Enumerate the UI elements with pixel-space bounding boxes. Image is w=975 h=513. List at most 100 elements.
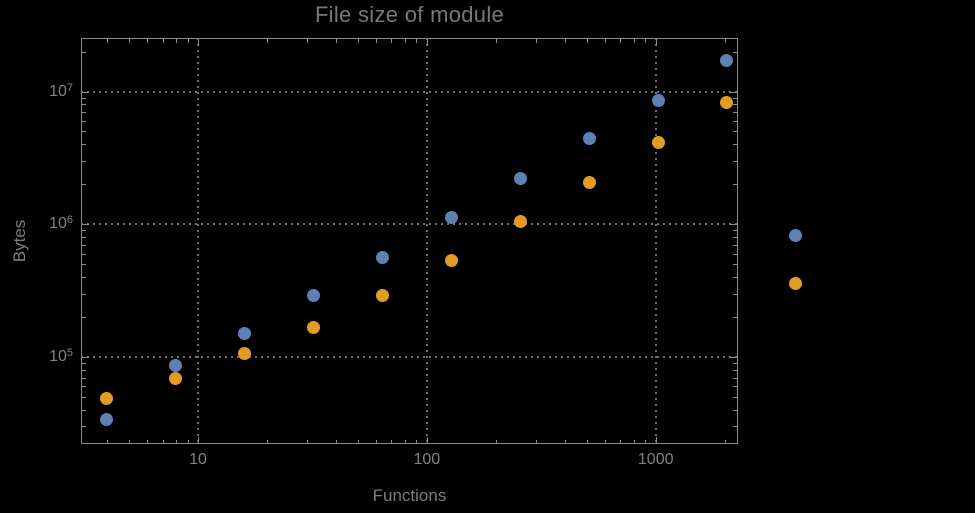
x-tick xyxy=(266,440,268,444)
y-tick-right xyxy=(730,357,737,358)
orange-series-point xyxy=(169,371,183,385)
x-tick-top xyxy=(198,39,199,46)
blue-series-point xyxy=(307,289,321,303)
blue-series-point xyxy=(100,412,114,426)
blue-series-point xyxy=(169,359,183,373)
x-tick-top xyxy=(187,39,189,43)
y-tick-right xyxy=(733,184,737,186)
y-tick xyxy=(82,160,86,162)
blue-series-point xyxy=(375,251,389,265)
x-tick xyxy=(426,437,428,444)
x-tick xyxy=(633,440,635,444)
y-tick xyxy=(82,131,86,133)
y-tick-right xyxy=(733,104,737,106)
x-tick-top xyxy=(564,39,566,43)
blue-series-point xyxy=(513,172,527,186)
orange-series-point xyxy=(720,96,734,110)
x-tick-top xyxy=(175,39,177,43)
y-tick xyxy=(82,369,86,371)
x-tick-top xyxy=(335,39,337,43)
y-tick-right xyxy=(733,396,737,398)
y-tick-right xyxy=(733,409,737,411)
x-gridline xyxy=(425,38,428,444)
orange-series-point xyxy=(307,320,321,334)
x-tick-top xyxy=(129,39,131,43)
x-gridline xyxy=(654,38,657,444)
orange-series-point xyxy=(375,289,389,303)
y-tick xyxy=(82,104,86,106)
orange-series-point xyxy=(513,215,527,229)
x-tick-top xyxy=(724,39,726,43)
x-tick xyxy=(307,440,309,444)
blue-series-point xyxy=(238,327,252,341)
y-tick-right xyxy=(733,244,737,246)
y-tick xyxy=(82,230,86,232)
y-tick xyxy=(82,357,89,358)
blue-series-point xyxy=(444,211,458,225)
x-tick xyxy=(564,440,566,444)
y-tick xyxy=(82,386,86,388)
x-tick-top xyxy=(655,39,657,46)
orange-series-point xyxy=(789,276,803,290)
x-gridline xyxy=(197,38,199,444)
y-tick-right xyxy=(733,264,737,266)
x-tick xyxy=(147,440,149,444)
y-tick xyxy=(82,224,89,226)
plot-frame xyxy=(81,38,738,444)
y-tick-right xyxy=(733,131,737,133)
x-tick-top xyxy=(586,39,588,43)
y-tick xyxy=(82,112,86,114)
x-tick-top xyxy=(376,39,378,43)
x-tick-top xyxy=(307,39,309,43)
y-tick xyxy=(82,120,86,122)
blue-series-point xyxy=(582,132,596,146)
y-tick xyxy=(82,426,86,428)
x-tick xyxy=(724,440,726,444)
x-tick xyxy=(645,440,647,444)
y-tick-right xyxy=(733,386,737,388)
y-tick xyxy=(82,293,86,295)
blue-series-point xyxy=(651,94,665,108)
y-gridline xyxy=(81,356,738,358)
y-tick xyxy=(82,396,86,398)
y-tick xyxy=(82,363,86,365)
y-tick-right xyxy=(733,293,737,295)
y-tick xyxy=(82,264,86,266)
x-axis-label: Functions xyxy=(372,486,447,505)
orange-series-point xyxy=(651,136,665,150)
x-tick xyxy=(495,440,497,444)
y-tick xyxy=(82,409,86,411)
x-tick-top xyxy=(620,39,622,43)
x-tick-top xyxy=(536,39,538,43)
y-tick xyxy=(82,317,86,319)
y-tick xyxy=(82,144,86,146)
x-tick xyxy=(604,440,606,444)
x-tick-top xyxy=(426,39,428,46)
y-tick xyxy=(82,91,89,93)
orange-series-point xyxy=(444,254,458,268)
x-tick xyxy=(586,440,588,444)
x-tick-top xyxy=(357,39,359,43)
x-tick xyxy=(175,440,177,444)
y-tick-right xyxy=(733,253,737,255)
y-tick xyxy=(82,97,86,99)
y-tick xyxy=(82,253,86,255)
y-tick-right xyxy=(733,112,737,114)
x-tick xyxy=(129,440,131,444)
x-tick xyxy=(335,440,337,444)
y-tick-right xyxy=(733,144,737,146)
y-tick-right xyxy=(733,426,737,428)
y-tick-right xyxy=(733,120,737,122)
x-tick-label: 10 xyxy=(189,451,207,468)
y-tick-right xyxy=(733,317,737,319)
x-tick-top xyxy=(633,39,635,43)
x-tick xyxy=(198,437,199,444)
y-gridline xyxy=(81,90,738,93)
y-tick-label: 107 xyxy=(49,81,73,100)
x-tick-top xyxy=(416,39,418,43)
y-tick-right xyxy=(733,97,737,99)
x-tick-top xyxy=(266,39,268,43)
y-tick-right xyxy=(733,160,737,162)
y-tick-right xyxy=(730,224,737,226)
